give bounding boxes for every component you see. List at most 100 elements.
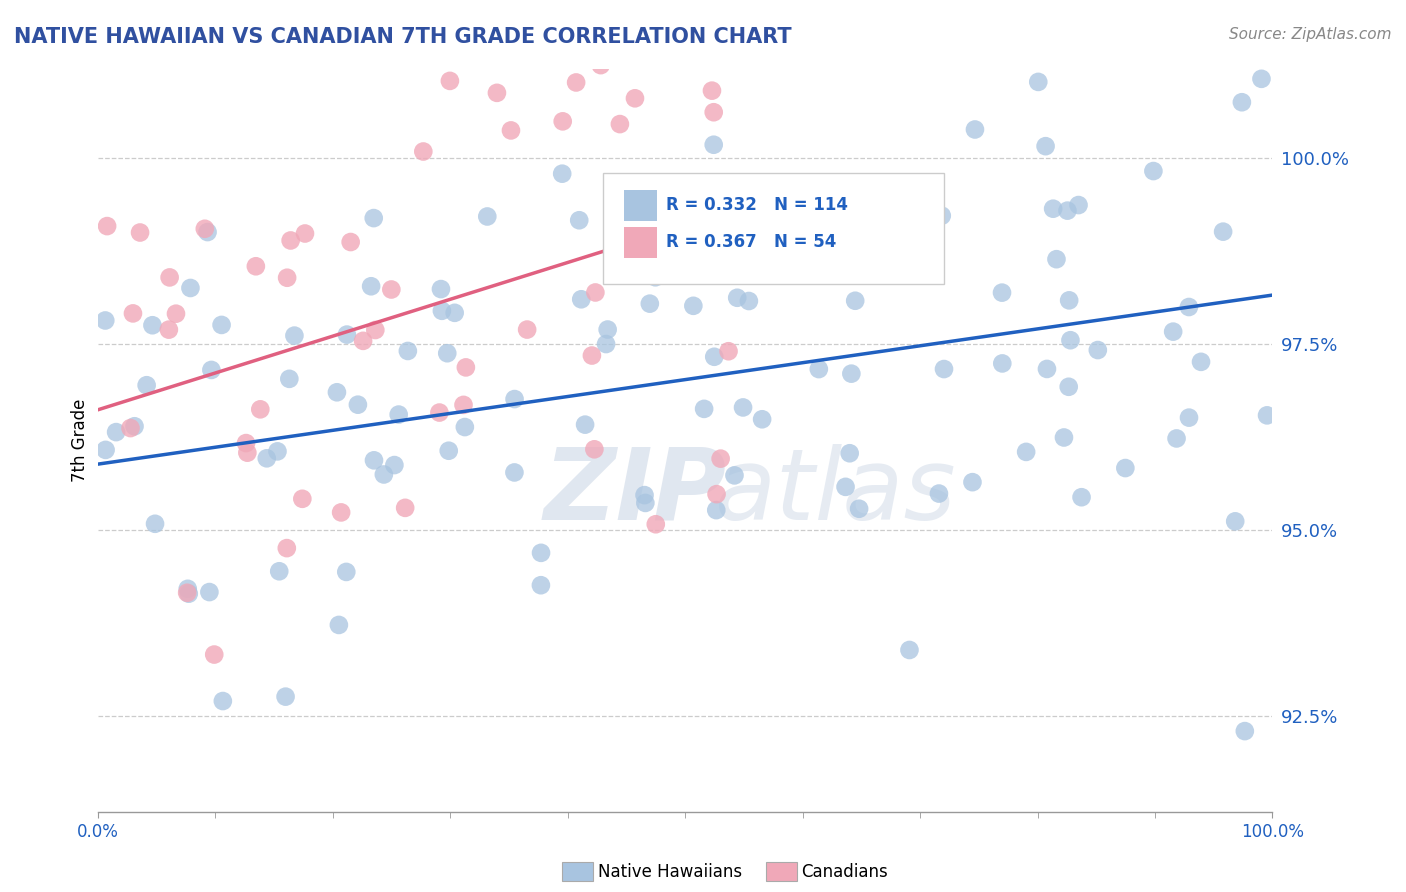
Point	[274, 690, 297, 704]
Point	[589, 58, 612, 72]
Point	[477, 210, 499, 224]
Point	[503, 392, 526, 406]
Point	[751, 412, 773, 426]
Text: R = 0.367   N = 54: R = 0.367 N = 54	[666, 233, 837, 251]
Point	[135, 378, 157, 392]
Point	[666, 259, 689, 273]
Y-axis label: 7th Grade: 7th Grade	[72, 399, 89, 482]
Point	[1189, 355, 1212, 369]
Point	[256, 451, 278, 466]
Point	[429, 406, 451, 420]
Point	[1056, 203, 1078, 218]
Point	[360, 279, 382, 293]
Point	[915, 232, 938, 246]
Point	[141, 318, 163, 333]
Point	[384, 458, 406, 472]
Point	[276, 541, 298, 555]
Point	[551, 167, 574, 181]
Point	[1225, 514, 1247, 528]
Point	[1059, 333, 1081, 347]
Point	[728, 221, 751, 235]
Point	[647, 213, 669, 227]
Point	[644, 270, 666, 285]
Point	[129, 226, 152, 240]
Point	[339, 235, 361, 249]
Point	[120, 421, 142, 435]
FancyBboxPatch shape	[603, 173, 943, 285]
Point	[1045, 252, 1067, 267]
Point	[807, 362, 830, 376]
Point	[710, 451, 733, 466]
FancyBboxPatch shape	[624, 190, 657, 221]
Point	[294, 227, 316, 241]
Point	[177, 587, 200, 601]
Point	[280, 234, 302, 248]
Point	[1166, 432, 1188, 446]
Point	[380, 283, 402, 297]
Text: ZIP: ZIP	[544, 444, 727, 541]
Point	[198, 585, 221, 599]
Point	[436, 346, 458, 360]
Point	[335, 565, 357, 579]
Point	[530, 578, 553, 592]
Point	[266, 444, 288, 458]
Point	[1057, 293, 1080, 308]
Point	[245, 260, 267, 274]
Point	[652, 45, 675, 59]
Point	[437, 443, 460, 458]
Point	[1036, 362, 1059, 376]
Point	[731, 401, 754, 415]
Point	[898, 643, 921, 657]
Point	[328, 618, 350, 632]
Point	[735, 224, 758, 238]
FancyBboxPatch shape	[624, 227, 657, 258]
Text: Source: ZipAtlas.com: Source: ZipAtlas.com	[1229, 27, 1392, 42]
Point	[105, 425, 128, 439]
Point	[703, 137, 725, 152]
Point	[165, 307, 187, 321]
Point	[569, 293, 592, 307]
Point	[443, 306, 465, 320]
Point	[336, 327, 359, 342]
Point	[682, 299, 704, 313]
Point	[159, 270, 181, 285]
Point	[1142, 164, 1164, 178]
Point	[574, 417, 596, 432]
Point	[901, 7, 924, 21]
Point	[394, 500, 416, 515]
Point	[236, 445, 259, 459]
Point	[700, 84, 723, 98]
Point	[179, 281, 201, 295]
Point	[143, 516, 166, 531]
Point	[1087, 343, 1109, 357]
Point	[499, 123, 522, 137]
Point	[609, 117, 631, 131]
Point	[330, 505, 353, 519]
Point	[122, 306, 145, 320]
Point	[208, 859, 231, 873]
Point	[454, 360, 477, 375]
Point	[1230, 95, 1253, 110]
Point	[1256, 409, 1278, 423]
Point	[430, 303, 453, 318]
Point	[430, 282, 453, 296]
Point	[644, 517, 666, 532]
Point	[269, 564, 291, 578]
Point	[583, 442, 606, 457]
Point	[624, 91, 647, 105]
Point	[706, 487, 728, 501]
Point	[1035, 139, 1057, 153]
Point	[1233, 724, 1256, 739]
Point	[157, 323, 180, 337]
Point	[844, 293, 866, 308]
Point	[568, 213, 591, 227]
Point	[932, 362, 955, 376]
Point	[278, 372, 301, 386]
Point	[363, 453, 385, 467]
Point	[1178, 300, 1201, 314]
Point	[211, 694, 233, 708]
Point	[962, 475, 984, 490]
Point	[841, 367, 863, 381]
Point	[1067, 198, 1090, 212]
Point	[834, 480, 856, 494]
